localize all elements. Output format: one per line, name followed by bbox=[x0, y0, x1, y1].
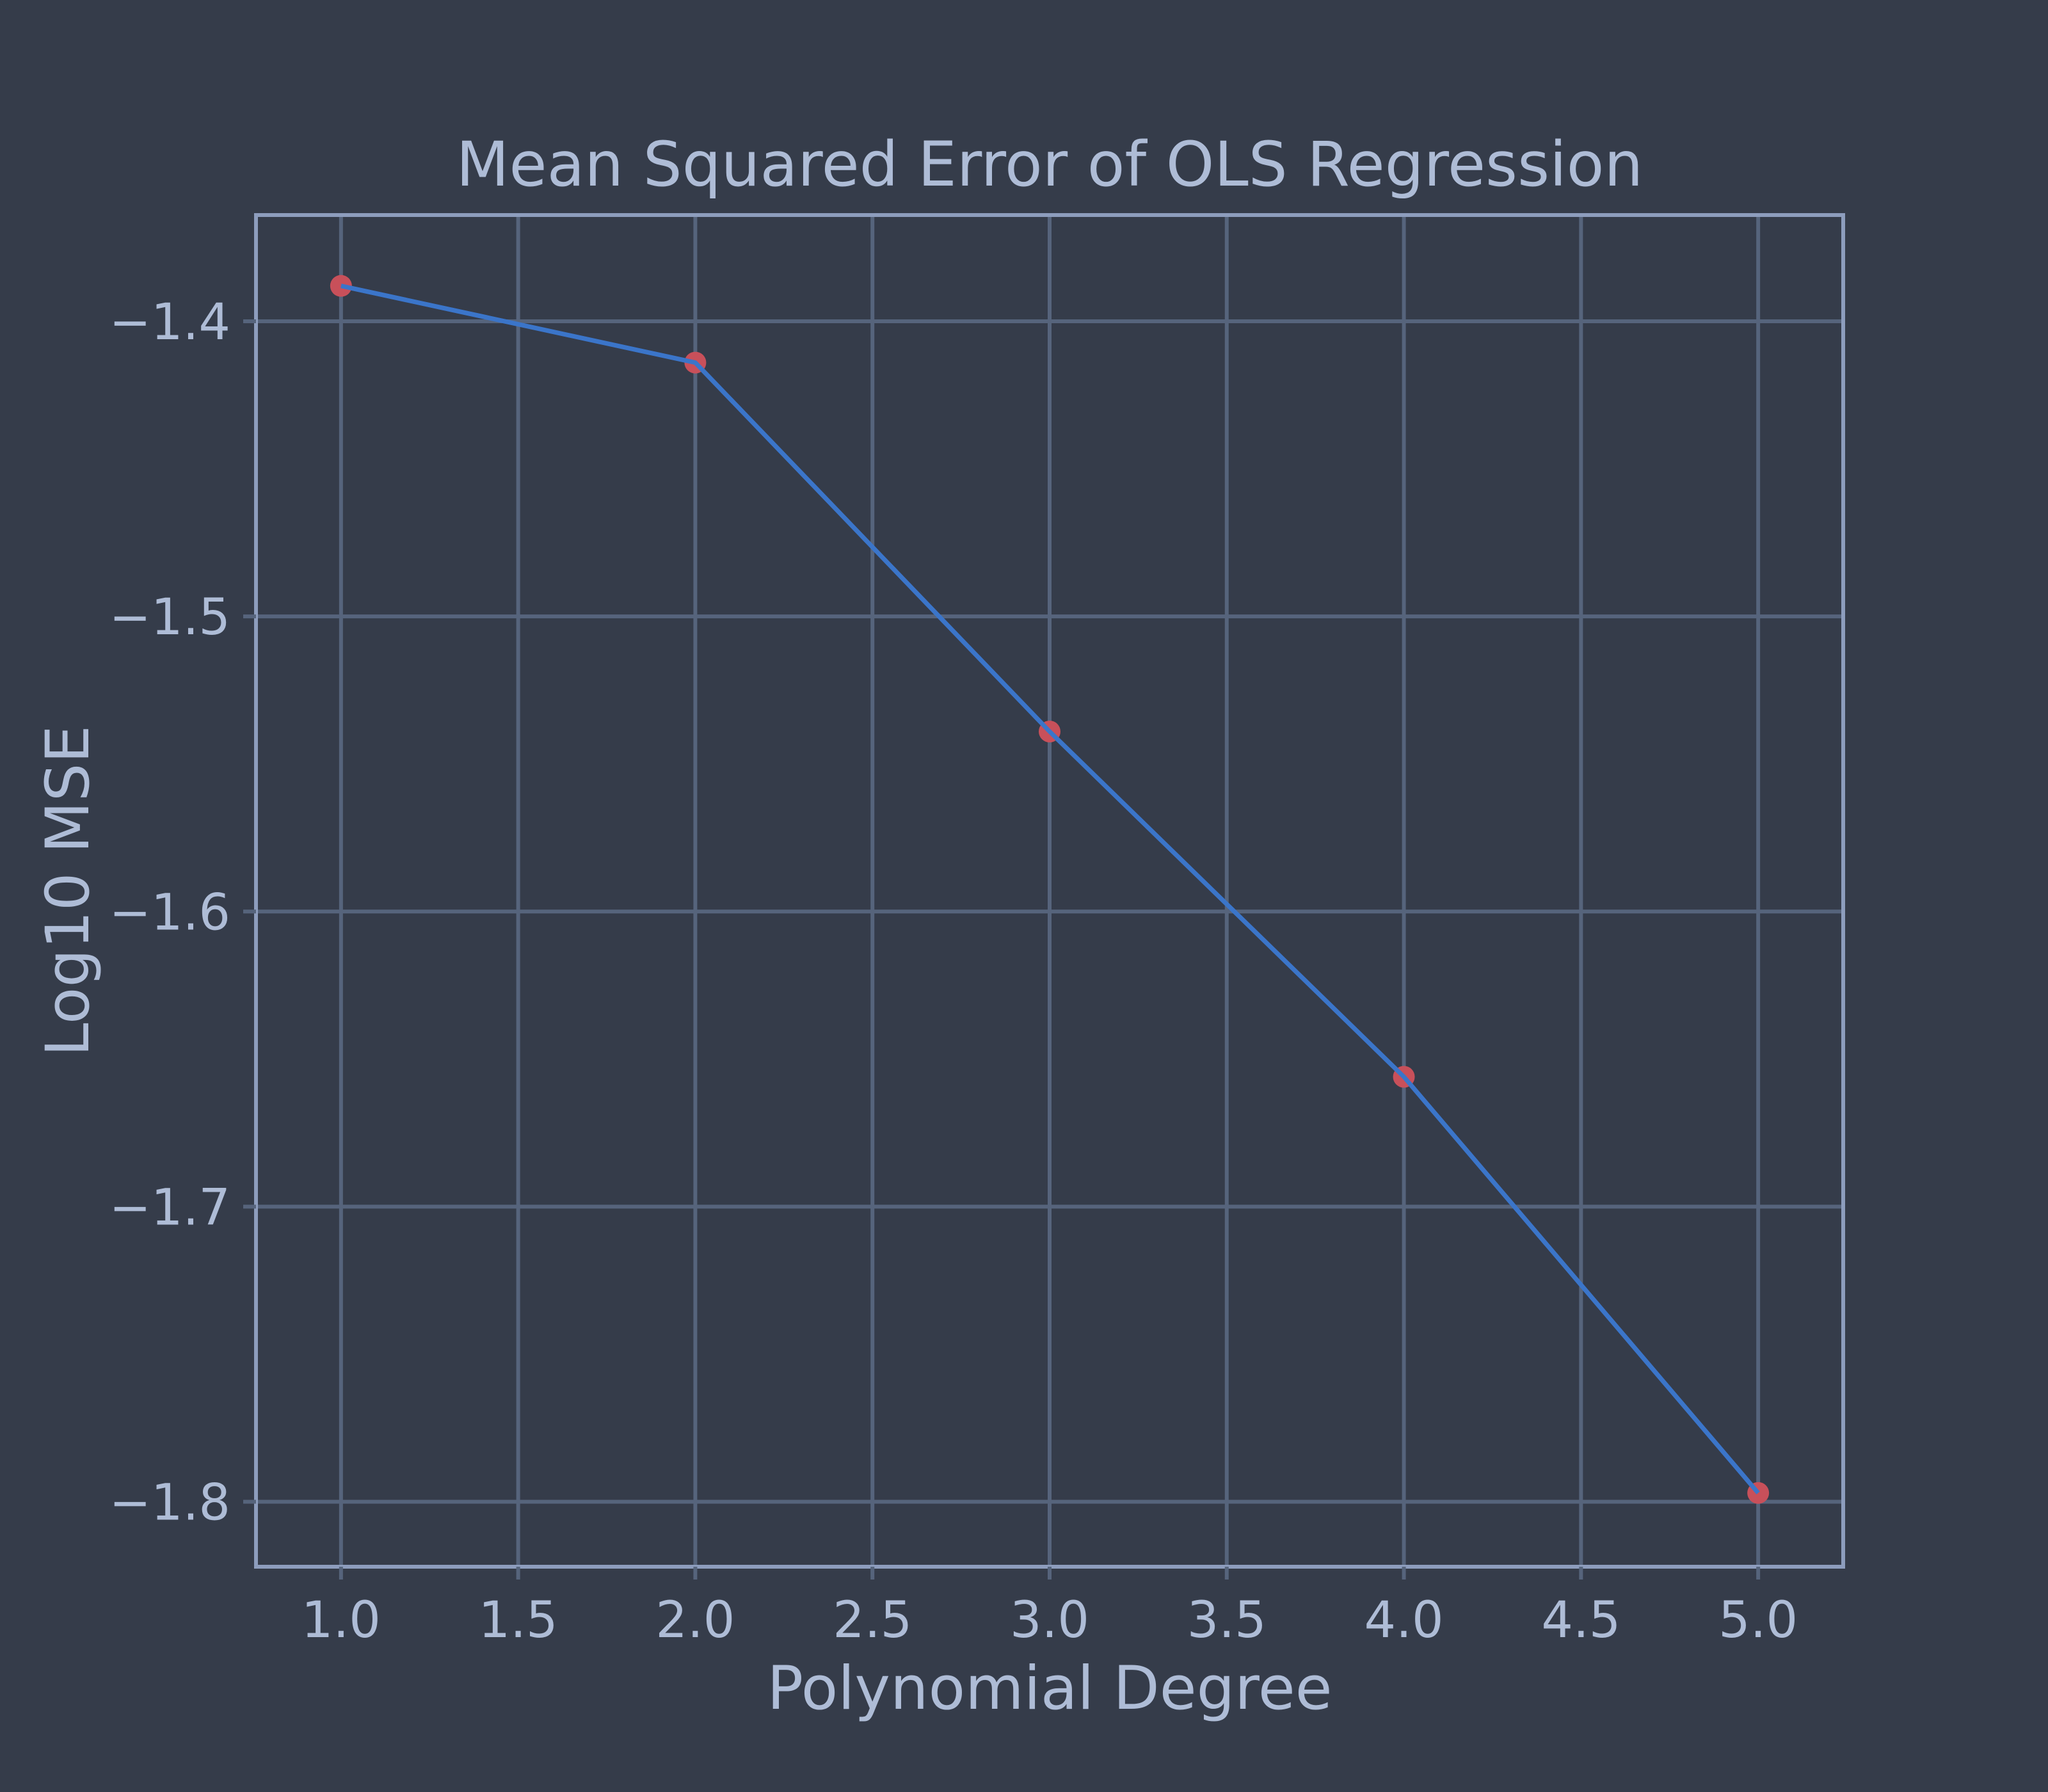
y-tick-label: −1.7 bbox=[109, 1179, 230, 1236]
x-tick-label: 2.5 bbox=[833, 1592, 912, 1649]
y-tick-label: −1.4 bbox=[109, 294, 230, 351]
x-tick-label: 2.0 bbox=[655, 1592, 735, 1649]
x-tick-label: 1.0 bbox=[301, 1592, 381, 1649]
grid bbox=[256, 215, 1843, 1567]
series bbox=[330, 275, 1770, 1504]
x-tick-label: 5.0 bbox=[1718, 1592, 1798, 1649]
x-tick-label: 4.0 bbox=[1364, 1592, 1444, 1649]
x-tick-label: 3.5 bbox=[1187, 1592, 1267, 1649]
y-tick-label: −1.5 bbox=[109, 589, 230, 646]
x-axis-ticks: 1.0 1.5 2.0 2.5 3.0 3.5 4.0 4.5 5.0 bbox=[301, 1567, 1798, 1649]
y-tick-label: −1.8 bbox=[109, 1475, 230, 1532]
y-axis-label: Log10 MSE bbox=[33, 725, 103, 1057]
x-tick-label: 3.0 bbox=[1010, 1592, 1089, 1649]
x-axis-label: Polynomial Degree bbox=[767, 1654, 1332, 1724]
x-tick-label: 1.5 bbox=[479, 1592, 558, 1649]
series-line-overlay bbox=[340, 284, 1760, 1494]
y-axis-ticks: −1.4 −1.5 −1.6 −1.7 −1.8 bbox=[109, 294, 256, 1532]
y-tick-label: −1.6 bbox=[109, 884, 230, 941]
x-tick-label: 4.5 bbox=[1541, 1592, 1620, 1649]
chart-title: Mean Squared Error of OLS Regression bbox=[456, 129, 1644, 200]
